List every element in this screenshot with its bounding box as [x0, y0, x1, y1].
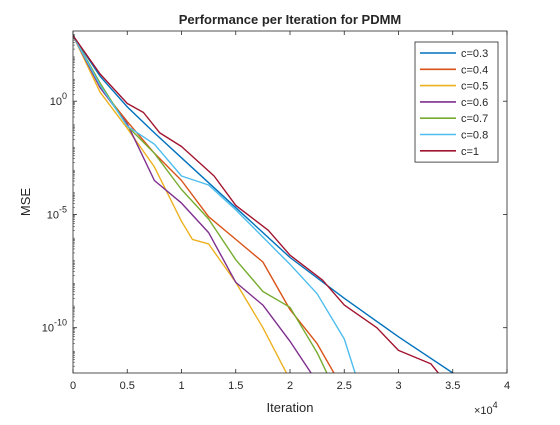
- y-tick-exponent: 0: [62, 91, 67, 101]
- series-line-1: [73, 35, 335, 373]
- legend: c=0.3 c=0.4 c=0.5 c=0.6 c=0.7 c=0.8 c=1: [414, 41, 499, 163]
- x-tick-label: 2: [287, 380, 293, 392]
- y-axis-label: MSE: [18, 188, 33, 217]
- legend-label: c=0.5: [461, 81, 488, 93]
- legend-label: c=1: [461, 146, 479, 158]
- x-exponent-power: 4: [493, 400, 498, 410]
- y-tick-base: 10: [50, 96, 62, 108]
- y-tick-label: 10-5: [47, 204, 67, 221]
- series-line-5: [73, 35, 356, 373]
- legend-label: c=0.3: [461, 48, 488, 60]
- x-exponent-base: ×10: [474, 405, 493, 417]
- legend-label: c=0.4: [461, 64, 488, 76]
- y-tick-exponent: -5: [59, 204, 67, 214]
- y-tick-base: 10: [47, 209, 59, 221]
- x-tick-label: 4: [504, 380, 510, 392]
- x-tick-label: 3.5: [445, 380, 460, 392]
- plot-area: [73, 35, 455, 373]
- series-line-6: [73, 35, 440, 373]
- x-exponent-label: ×104: [474, 400, 498, 417]
- series-line-2: [73, 35, 288, 373]
- legend-label: c=0.6: [461, 97, 488, 109]
- y-tick-base: 10: [42, 323, 54, 335]
- y-tick-label: 10-10: [42, 318, 67, 335]
- y-tick-exponent: -10: [54, 318, 67, 328]
- x-tick-label: 0: [70, 380, 76, 392]
- y-tick-label: 100: [50, 91, 67, 108]
- x-tick-label: 1.5: [228, 380, 243, 392]
- x-tick-label: 3: [395, 380, 401, 392]
- legend-label: c=0.7: [461, 113, 488, 125]
- series-line-4: [73, 35, 328, 373]
- x-axis-label: Iteration: [267, 400, 314, 415]
- series-line-0: [73, 35, 455, 373]
- x-tick-label: 2.5: [337, 380, 352, 392]
- legend-label: c=0.8: [461, 130, 488, 142]
- x-tick-label: 1: [178, 380, 184, 392]
- x-tick-label: 0.5: [120, 380, 135, 392]
- chart-title: Performance per Iteration for PDMM: [179, 12, 402, 27]
